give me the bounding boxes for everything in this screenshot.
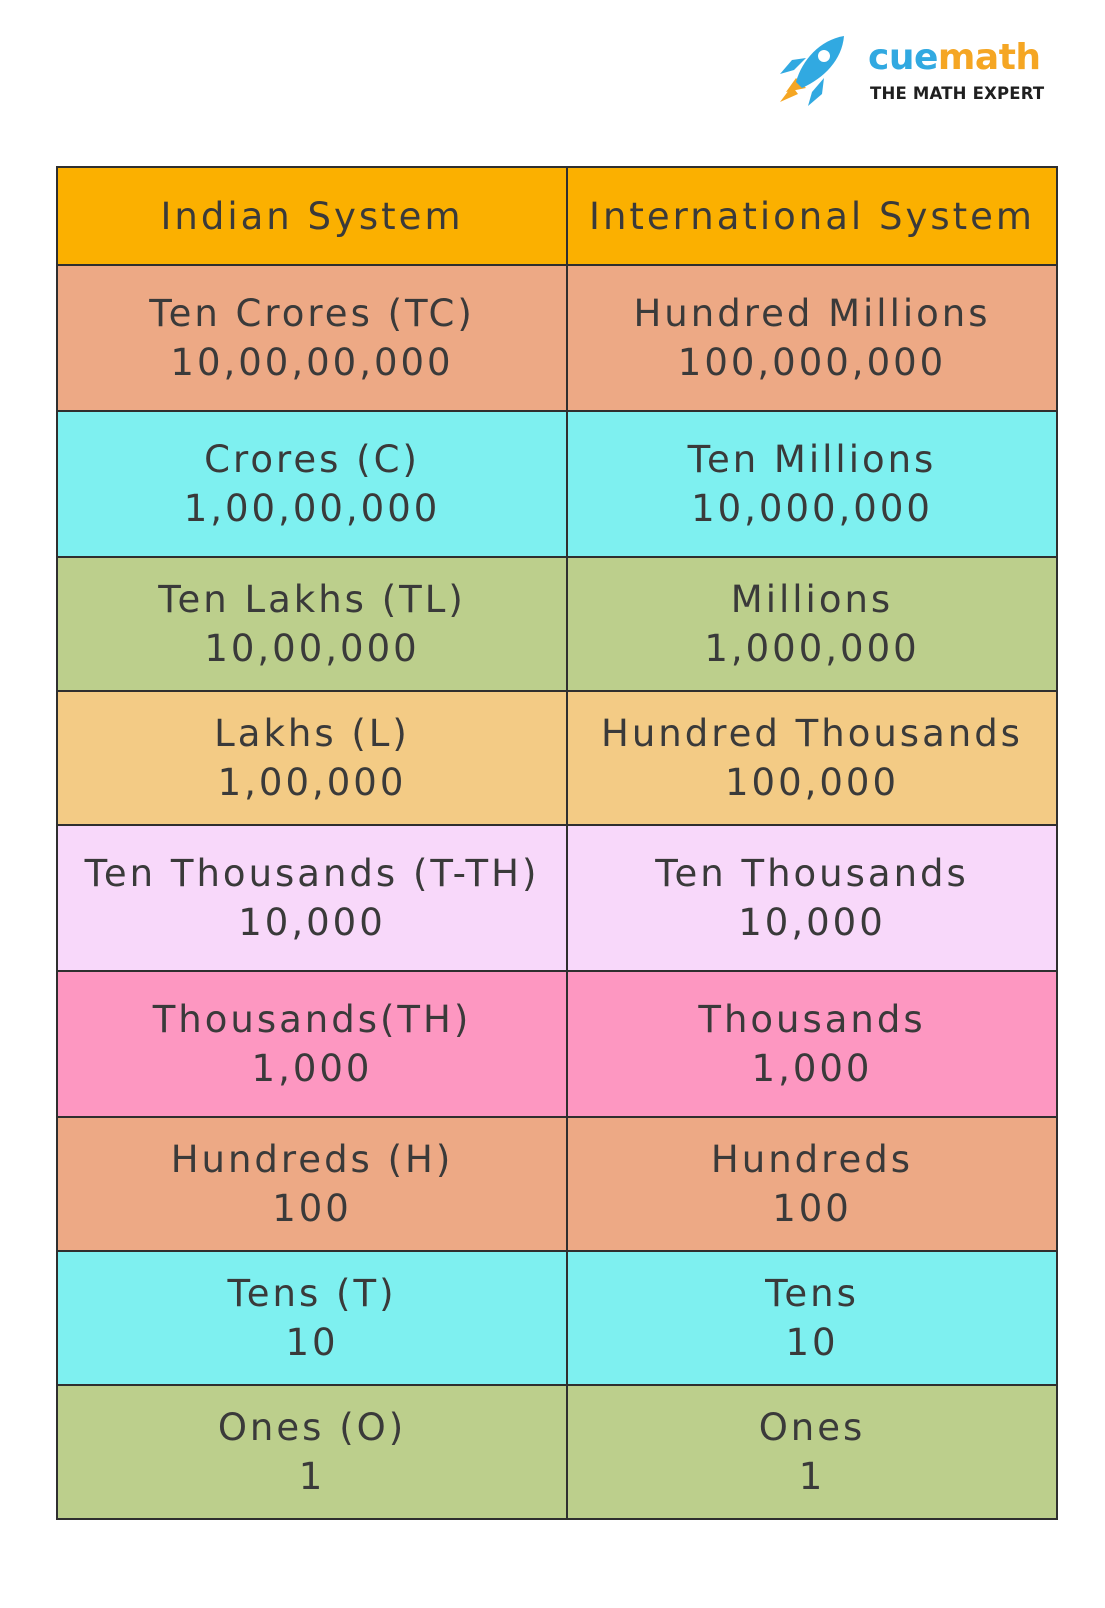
international-place-value: 1,000,000 — [704, 627, 920, 670]
brand-math: math — [937, 37, 1041, 78]
indian-place-value: 1 — [298, 1455, 326, 1498]
international-place-value: 1,000 — [751, 1047, 873, 1090]
indian-cell: Thousands(TH) 1,000 — [56, 970, 568, 1118]
international-place-name: Thousands — [698, 998, 926, 1041]
international-cell: Tens 10 — [566, 1250, 1058, 1386]
table-row: Thousands(TH) 1,000 Thousands 1,000 — [56, 970, 1058, 1118]
indian-place-name: Hundreds (H) — [170, 1138, 454, 1181]
indian-place-name: Crores (C) — [204, 438, 420, 481]
table-row: Ten Thousands (T-TH) 10,000 Ten Thousands 1… — [56, 824, 1058, 972]
international-place-value: 10 — [785, 1321, 839, 1364]
international-place-value: 10,000,000 — [691, 487, 933, 530]
indian-place-value: 1,000 — [251, 1047, 373, 1090]
indian-cell: Ten Crores (TC) 10,00,00,000 — [56, 264, 568, 412]
indian-place-value: 1,00,00,000 — [183, 487, 441, 530]
international-cell: Ten Millions 10,000,000 — [566, 410, 1058, 558]
international-cell: Ones 1 — [566, 1384, 1058, 1520]
international-place-name: Ones — [758, 1406, 866, 1449]
header-indian-system: Indian System — [56, 166, 568, 266]
indian-cell: Hundreds (H) 100 — [56, 1116, 568, 1252]
indian-cell: Tens (T) 10 — [56, 1250, 568, 1386]
indian-place-name: Ten Lakhs (TL) — [158, 578, 466, 621]
international-place-value: 1 — [798, 1455, 826, 1498]
international-place-name: Hundred Thousands — [601, 712, 1023, 755]
indian-place-value: 10,000 — [238, 901, 386, 944]
international-cell: Ten Thousands 10,000 — [566, 824, 1058, 972]
rocket-icon — [780, 36, 844, 106]
international-place-value: 10,000 — [738, 901, 886, 944]
cuemath-logo: cuemath THE MATH EXPERT — [772, 30, 1052, 110]
international-place-name: Hundred Millions — [633, 292, 991, 335]
international-cell: Hundred Thousands 100,000 — [566, 690, 1058, 826]
table-header-row: Indian System International System — [56, 166, 1058, 266]
indian-cell: Ten Thousands (T-TH) 10,000 — [56, 824, 568, 972]
indian-place-value: 10,00,000 — [204, 627, 420, 670]
international-cell: Hundred Millions 100,000,000 — [566, 264, 1058, 412]
table-row: Hundreds (H) 100 Hundreds 100 — [56, 1116, 1058, 1252]
indian-cell: Ones (O) 1 — [56, 1384, 568, 1520]
brand-tagline: THE MATH EXPERT — [870, 84, 1045, 103]
place-value-table: Indian System International System Ten C… — [56, 166, 1058, 1520]
brand-name: cuemath — [868, 38, 1041, 78]
header-international-system: International System — [566, 166, 1058, 266]
indian-place-name: Lakhs (L) — [214, 712, 410, 755]
international-place-name: Millions — [730, 578, 894, 621]
international-place-name: Hundreds — [710, 1138, 914, 1181]
indian-cell: Crores (C) 1,00,00,000 — [56, 410, 568, 558]
table-row: Crores (C) 1,00,00,000 Ten Millions 10,000,… — [56, 410, 1058, 558]
indian-cell: Ten Lakhs (TL) 10,00,000 — [56, 556, 568, 692]
indian-place-name: Ten Thousands (T-TH) — [84, 852, 540, 895]
indian-place-name: Thousands(TH) — [152, 998, 472, 1041]
international-place-name: Ten Thousands — [655, 852, 969, 895]
international-place-value: 100,000,000 — [677, 341, 947, 384]
indian-place-value: 1,00,000 — [217, 761, 407, 804]
international-place-name: Tens — [765, 1272, 859, 1315]
brand-cue: cue — [868, 37, 938, 78]
international-cell: Millions 1,000,000 — [566, 556, 1058, 692]
international-place-value: 100 — [772, 1187, 852, 1230]
international-cell: Hundreds 100 — [566, 1116, 1058, 1252]
indian-place-name: Tens (T) — [227, 1272, 397, 1315]
table-row: Ten Lakhs (TL) 10,00,000 Millions 1,000,000 — [56, 556, 1058, 692]
indian-place-value: 100 — [272, 1187, 352, 1230]
international-place-name: Ten Millions — [687, 438, 937, 481]
indian-cell: Lakhs (L) 1,00,000 — [56, 690, 568, 826]
table-row: Ten Crores (TC) 10,00,00,000 Hundred Milli… — [56, 264, 1058, 412]
table-row: Ones (O) 1 Ones 1 — [56, 1384, 1058, 1520]
indian-place-name: Ones (O) — [217, 1406, 407, 1449]
indian-place-name: Ten Crores (TC) — [149, 292, 475, 335]
indian-place-value: 10 — [285, 1321, 339, 1364]
table-row: Lakhs (L) 1,00,000 Hundred Thousands 100,00… — [56, 690, 1058, 826]
international-place-value: 100,000 — [724, 761, 899, 804]
international-cell: Thousands 1,000 — [566, 970, 1058, 1118]
table-row: Tens (T) 10 Tens 10 — [56, 1250, 1058, 1386]
indian-place-value: 10,00,00,000 — [170, 341, 454, 384]
